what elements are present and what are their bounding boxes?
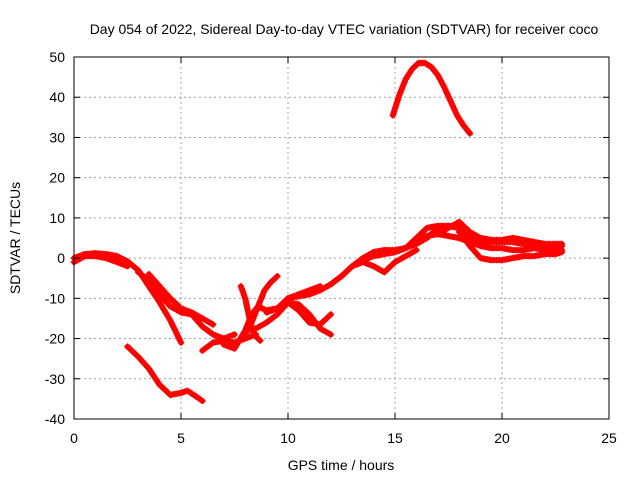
y-axis-label: SDTVAR / TECUs	[7, 182, 23, 294]
x-axis-label: GPS time / hours	[288, 457, 395, 473]
y-tick-label: 50	[49, 49, 65, 65]
data-point	[177, 339, 185, 346]
y-tick-label: -40	[45, 411, 65, 427]
x-tick-label: 5	[177, 430, 185, 446]
data-series-9	[242, 273, 281, 338]
chart-title: Day 054 of 2022, Sidereal Day-to-day VTE…	[90, 21, 599, 37]
grid	[74, 57, 609, 419]
data-series-5	[124, 343, 206, 405]
data-series-4	[145, 271, 217, 328]
data-point	[199, 397, 206, 405]
data-point	[327, 331, 334, 338]
y-tick-label: -30	[45, 371, 65, 387]
data-series-11	[263, 299, 334, 328]
data-series-18	[456, 228, 566, 264]
x-tick-label: 20	[494, 430, 510, 446]
data-point	[327, 311, 334, 318]
data-point	[257, 337, 264, 344]
data-point	[124, 263, 131, 270]
x-tick-label: 15	[387, 430, 403, 446]
y-tick-label: -20	[45, 331, 65, 347]
x-tick-label: 0	[70, 430, 78, 446]
series-trace	[390, 60, 473, 137]
y-tick-label: 30	[49, 129, 65, 145]
data-point	[209, 321, 217, 328]
x-tick-label: 25	[601, 430, 617, 446]
x-tick-label: 10	[280, 430, 296, 446]
y-tick-label: 0	[57, 250, 65, 266]
y-tick-label: -10	[45, 290, 65, 306]
data-point	[558, 240, 566, 248]
axis-ticks: 0 5 10 15 20 25 -40 -30 -20 -10 0 10 20 30 40 50	[45, 49, 617, 446]
data-point	[274, 273, 281, 280]
y-tick-label: 20	[49, 170, 65, 186]
data-point	[466, 130, 474, 137]
plot-frame	[73, 56, 610, 420]
y-tick-label: 10	[49, 210, 65, 226]
data-point	[558, 248, 566, 256]
y-tick-label: 40	[49, 89, 65, 105]
data-point	[231, 331, 238, 338]
data-series-13	[327, 246, 420, 288]
data-series-17	[434, 230, 566, 254]
data-series-19	[389, 59, 474, 137]
data-point	[413, 246, 420, 254]
series-layer	[70, 59, 566, 405]
